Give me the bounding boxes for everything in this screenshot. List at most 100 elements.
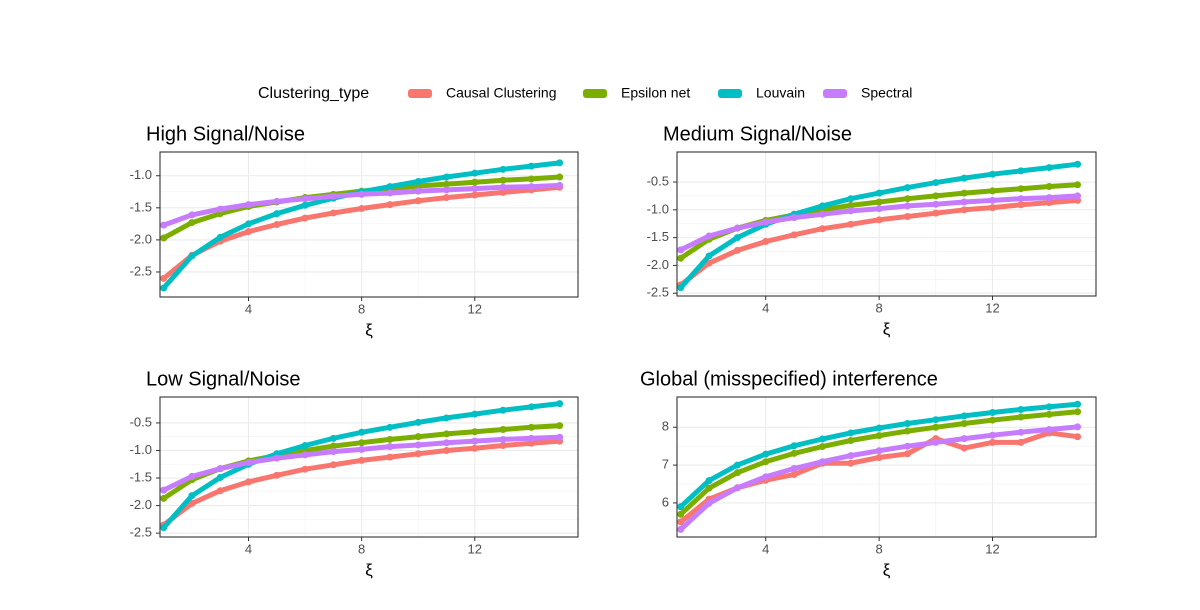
- data-point: [414, 450, 422, 458]
- data-point: [527, 403, 535, 411]
- y-tick-label: -1.5: [130, 469, 152, 484]
- data-point: [160, 494, 168, 502]
- data-point: [386, 435, 394, 443]
- data-point: [301, 201, 309, 209]
- data-point: [932, 438, 940, 446]
- data-point: [847, 459, 855, 467]
- data-point: [1074, 192, 1082, 200]
- panel-title: Global (misspecified) interference: [640, 368, 938, 390]
- data-point: [160, 524, 168, 532]
- data-point: [790, 465, 798, 473]
- y-tick-label: 6: [662, 494, 669, 509]
- data-point: [932, 209, 940, 217]
- data-point: [273, 221, 281, 228]
- legend-key: [718, 89, 742, 98]
- data-point: [358, 439, 366, 447]
- data-point: [677, 525, 685, 533]
- data-point: [1074, 423, 1082, 431]
- data-point: [677, 284, 685, 292]
- data-point: [932, 416, 940, 424]
- data-point: [527, 162, 535, 170]
- x-tick-label: 4: [245, 541, 252, 556]
- data-point: [527, 434, 535, 442]
- data-point: [188, 252, 196, 260]
- legend-label: Epsilon net: [621, 85, 690, 101]
- data-point: [386, 443, 394, 451]
- data-point: [903, 419, 911, 427]
- data-point: [216, 465, 224, 473]
- data-point: [960, 189, 968, 197]
- x-tick-label: 4: [762, 300, 769, 315]
- data-point: [386, 423, 394, 431]
- data-point: [903, 195, 911, 203]
- data-point: [960, 198, 968, 206]
- data-point: [329, 209, 337, 217]
- panel-border: [159, 151, 579, 298]
- data-point: [273, 197, 281, 205]
- data-point: [1017, 167, 1025, 175]
- data-point: [1017, 438, 1025, 446]
- y-tick-label: -1.5: [130, 199, 152, 214]
- data-point: [188, 492, 196, 500]
- data-point: [903, 442, 911, 450]
- data-point: [989, 409, 997, 417]
- data-point: [960, 206, 968, 214]
- legend-label: Louvain: [756, 85, 805, 101]
- data-point: [790, 442, 798, 450]
- data-point: [1017, 201, 1025, 209]
- y-tick-label: -2.0: [130, 231, 152, 246]
- data-point: [245, 201, 253, 209]
- data-point: [442, 414, 450, 422]
- data-point: [527, 439, 535, 447]
- y-tick-label: 8: [662, 419, 669, 434]
- data-point: [762, 458, 770, 466]
- data-point: [847, 220, 855, 228]
- data-point: [442, 180, 450, 188]
- data-point: [301, 442, 309, 450]
- legend-label: Spectral: [861, 85, 912, 101]
- data-point: [932, 200, 940, 208]
- data-point: [677, 510, 685, 518]
- data-point: [160, 486, 168, 494]
- data-point: [442, 194, 450, 202]
- data-point: [847, 429, 855, 437]
- data-point: [386, 453, 394, 461]
- data-point: [329, 448, 337, 456]
- data-point: [705, 499, 713, 507]
- panel-title: Low Signal/Noise: [146, 368, 301, 390]
- data-point: [677, 254, 685, 262]
- data-point: [1074, 433, 1082, 441]
- data-point: [875, 216, 883, 224]
- data-point: [216, 473, 224, 481]
- data-point: [989, 204, 997, 212]
- data-point: [705, 232, 713, 240]
- data-point: [875, 454, 883, 462]
- data-point: [875, 432, 883, 440]
- data-point: [762, 450, 770, 458]
- panel-title: Medium Signal/Noise: [663, 123, 852, 145]
- y-tick-label: -1.0: [130, 167, 152, 182]
- data-point: [818, 225, 826, 233]
- data-point: [733, 246, 741, 254]
- data-point: [762, 238, 770, 246]
- data-point: [960, 412, 968, 420]
- legend-label: Causal Clustering: [446, 85, 557, 101]
- data-point: [499, 442, 507, 450]
- y-tick-label: -0.5: [130, 414, 152, 429]
- data-point: [471, 428, 479, 436]
- data-point: [989, 438, 997, 446]
- data-point: [762, 218, 770, 226]
- data-point: [932, 423, 940, 431]
- data-point: [989, 170, 997, 178]
- data-point: [790, 471, 798, 479]
- panel-border: [676, 396, 1097, 538]
- data-point: [556, 159, 564, 167]
- data-point: [301, 451, 309, 459]
- data-point: [1074, 400, 1082, 408]
- data-point: [556, 173, 564, 181]
- data-point: [1045, 194, 1053, 202]
- data-point: [301, 465, 309, 473]
- data-point: [677, 246, 685, 254]
- x-tick-label: 12: [985, 541, 999, 556]
- data-point: [471, 437, 479, 445]
